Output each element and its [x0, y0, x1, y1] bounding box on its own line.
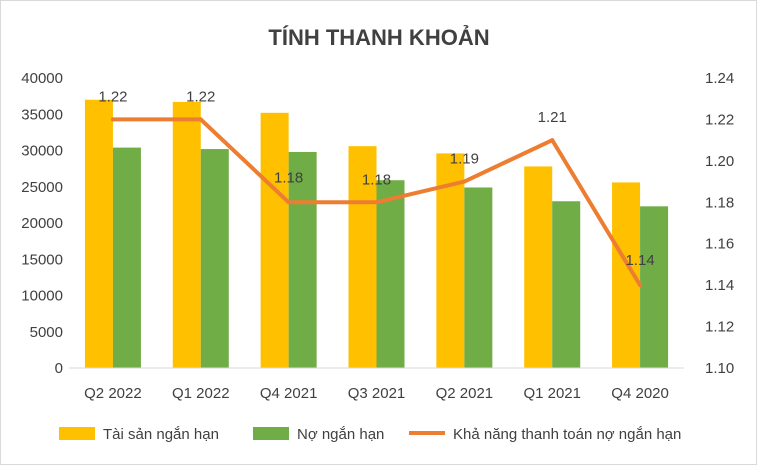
legend-label: Tài sản ngắn hạn	[103, 426, 219, 443]
legend: Tài sản ngắn hạn Nợ ngắn hạn Khả năng than…	[59, 426, 681, 443]
ratio-line-point	[286, 200, 291, 205]
right-axis-tick-label: 1.10	[705, 360, 734, 377]
bar-tai-san-ngan-han	[260, 112, 289, 368]
ratio-line-group: 1.22 1.22 1.18 1.18 1.19 1.21 1.14	[98, 88, 655, 288]
x-axis-category-label: Q4 2020	[611, 385, 669, 402]
left-axis-ticks: 0 5000 10000 15000 20000 25000 30000 35000 40000	[21, 70, 63, 377]
ratio-data-label: 1.14	[625, 252, 654, 269]
chart-title: TÍNH THANH KHOẢN	[268, 25, 489, 50]
bar-no-ngan-han	[464, 187, 493, 368]
right-axis-tick-label: 1.16	[705, 236, 734, 253]
legend-label: Nợ ngắn hạn	[297, 426, 384, 443]
bar-tai-san-ngan-han	[348, 146, 377, 368]
x-axis-category-label: Q2 2022	[84, 385, 142, 402]
right-axis-tick-label: 1.14	[705, 277, 734, 294]
legend-swatch	[253, 427, 289, 440]
ratio-line-point	[638, 283, 643, 288]
bar-no-ngan-han	[288, 151, 317, 368]
left-axis-tick-label: 10000	[21, 288, 63, 305]
legend-label: Khả năng thanh toán nợ ngắn hạn	[453, 426, 681, 443]
ratio-data-label: 1.21	[538, 109, 567, 126]
left-axis-tick-label: 0	[55, 360, 63, 377]
ratio-line-point	[550, 138, 555, 143]
left-axis-tick-label: 20000	[21, 215, 63, 232]
left-axis-tick-label: 30000	[21, 143, 63, 160]
legend-swatch	[59, 427, 95, 440]
bar-tai-san-ngan-han	[172, 101, 201, 369]
ratio-line-point	[374, 200, 379, 205]
bars-group	[84, 99, 669, 369]
x-axis-ticks: Q2 2022 Q1 2022 Q4 2021 Q3 2021 Q2 2021 Q1 20…	[84, 385, 669, 402]
ratio-line-point	[198, 117, 203, 122]
bar-no-ngan-han	[640, 206, 669, 368]
ratio-data-label: 1.19	[450, 151, 479, 168]
ratio-line-point	[462, 179, 467, 184]
x-axis-category-label: Q1 2022	[172, 385, 230, 402]
ratio-data-label: 1.18	[362, 171, 391, 188]
bar-no-ngan-han	[112, 147, 141, 368]
right-axis-tick-label: 1.22	[705, 111, 734, 128]
right-axis-tick-label: 1.12	[705, 319, 734, 336]
bar-tai-san-ngan-han	[436, 153, 465, 368]
left-axis-tick-label: 15000	[21, 251, 63, 268]
bar-no-ngan-han	[376, 180, 405, 368]
bar-tai-san-ngan-han	[84, 99, 113, 368]
bar-tai-san-ngan-han	[524, 166, 553, 368]
left-axis-tick-label: 35000	[21, 106, 63, 123]
right-axis-tick-label: 1.20	[705, 153, 734, 170]
ratio-data-label: 1.18	[274, 169, 303, 186]
ratio-data-label: 1.22	[186, 88, 215, 105]
right-axis-ticks: 1.10 1.12 1.14 1.16 1.18 1.20 1.22 1.24	[705, 70, 734, 377]
right-axis-tick-label: 1.24	[705, 70, 734, 87]
x-axis-category-label: Q3 2021	[348, 385, 406, 402]
left-axis-tick-label: 5000	[30, 324, 63, 341]
left-axis-tick-label: 25000	[21, 179, 63, 196]
left-axis-tick-label: 40000	[21, 70, 63, 87]
bar-no-ngan-han	[200, 149, 229, 368]
x-axis-category-label: Q2 2021	[436, 385, 494, 402]
ratio-data-label: 1.22	[98, 88, 127, 105]
ratio-line-point	[110, 117, 115, 122]
bar-no-ngan-han	[552, 201, 581, 368]
x-axis-category-label: Q1 2021	[523, 385, 581, 402]
right-axis-tick-label: 1.18	[705, 194, 734, 211]
x-axis-category-label: Q4 2021	[260, 385, 318, 402]
